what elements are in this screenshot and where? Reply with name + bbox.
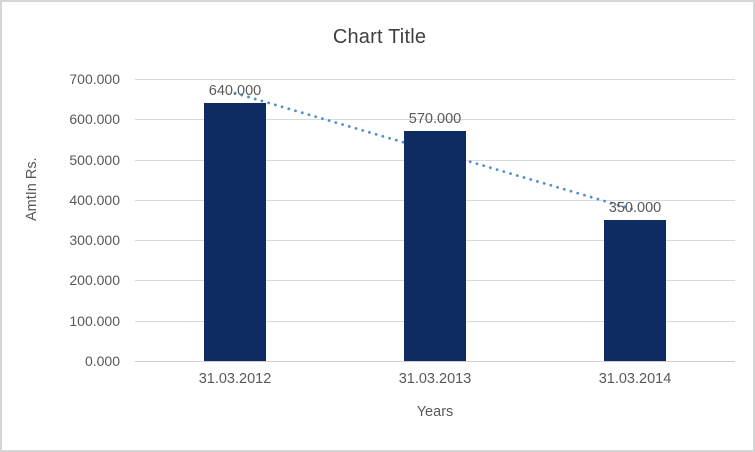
chart-title[interactable]: Chart Title	[332, 26, 427, 48]
bar-31.03.2013[interactable]	[404, 131, 466, 361]
data-label: 640.000	[208, 83, 262, 99]
y-axis-tick-label: 300.000	[69, 232, 120, 248]
y-axis-tick-label: 500.000	[69, 152, 120, 168]
x-axis-tick-label: 31.03.2013	[398, 371, 472, 387]
trendline-dotted[interactable]	[135, 79, 735, 361]
gridline	[135, 79, 735, 80]
data-label: 570.000	[408, 111, 462, 127]
bar-31.03.2014[interactable]	[604, 220, 666, 361]
x-axis-tick-label: 31.03.2012	[198, 371, 272, 387]
y-axis-tick-label: 400.000	[69, 192, 120, 208]
y-axis-tick-label: 700.000	[69, 71, 120, 87]
x-axis-line	[135, 361, 735, 362]
y-axis-tick-label: 0.000	[84, 353, 120, 369]
y-axis-tick-label: 100.000	[69, 313, 120, 329]
data-label: 350.000	[608, 200, 662, 216]
x-axis-tick-label: 31.03.2014	[598, 371, 672, 387]
plot-area	[135, 79, 735, 362]
x-axis-title: Years	[416, 404, 454, 420]
y-axis-tick-label: 200.000	[69, 272, 120, 288]
trendline-segment	[233, 91, 637, 212]
y-axis-tick-label: 600.000	[69, 111, 120, 127]
bar-31.03.2012[interactable]	[204, 103, 266, 361]
gridline	[135, 119, 735, 120]
